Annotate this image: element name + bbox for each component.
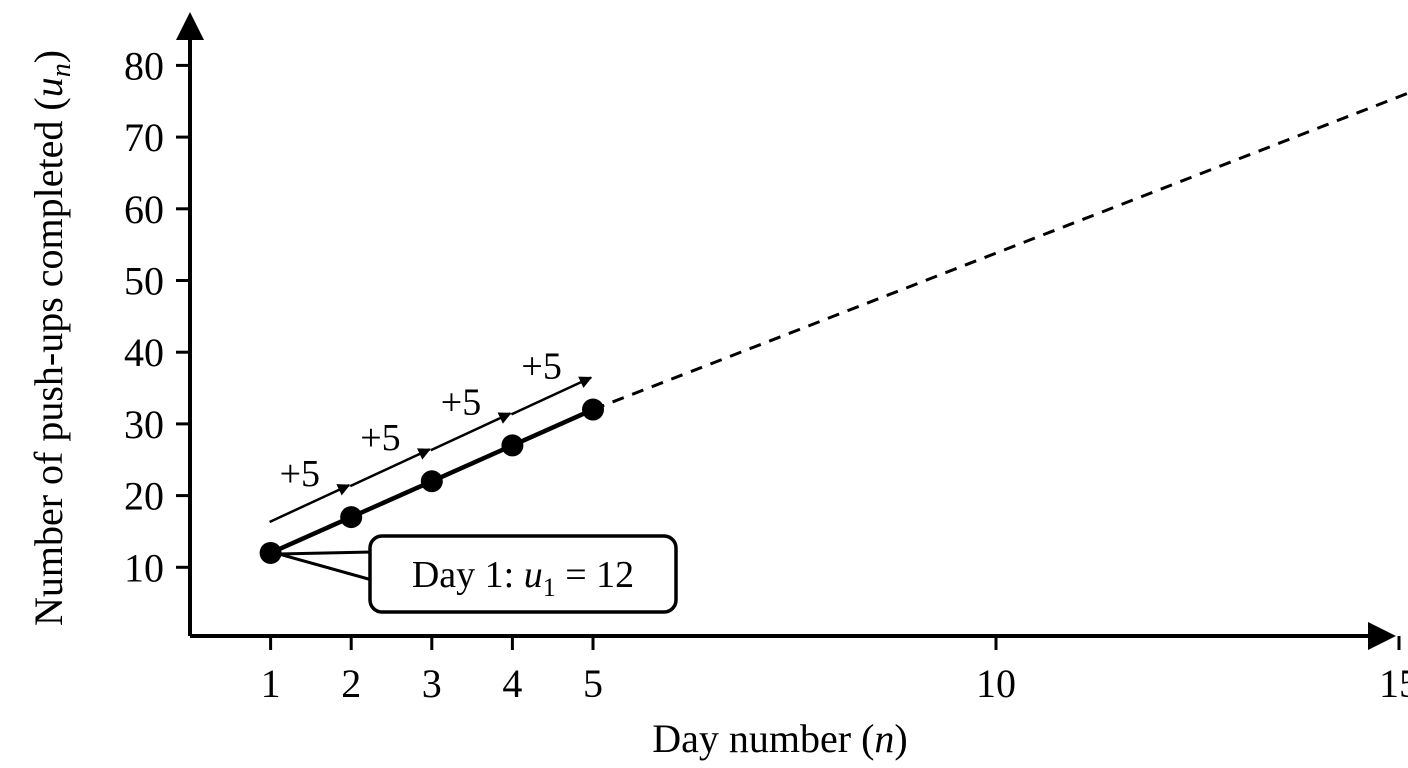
data-point: [259, 541, 282, 564]
x-tick-label: 1: [261, 661, 281, 706]
step-label: +5: [521, 345, 561, 387]
y-tick-label: 10: [124, 545, 164, 590]
trend-dashed-line: [592, 91, 1408, 411]
step-annotations: +5 +5 +5 +5: [269, 345, 593, 524]
x-tick-label: 2: [341, 661, 361, 706]
y-tick-label: 30: [124, 402, 164, 447]
step-arrow: [430, 412, 512, 452]
y-tick-label: 60: [124, 187, 164, 232]
x-tick-label: 3: [422, 661, 442, 706]
callout-box: [368, 534, 678, 614]
y-ticks: 10 20 30 40 50 60 70 80: [124, 43, 190, 590]
step-label: +5: [280, 453, 320, 495]
callout-pointer: [278, 550, 373, 582]
data-point: [340, 506, 363, 529]
y-axis-title: Number of push-ups completed (un): [26, 50, 77, 626]
axes: [176, 12, 1396, 650]
data-point: [501, 434, 524, 457]
callout-seam: [372, 548, 380, 584]
x-axis-title: Day number (n): [652, 716, 907, 761]
step-arrow: [269, 483, 351, 524]
x-tick-label: 5: [583, 661, 603, 706]
y-tick-label: 80: [124, 43, 164, 88]
y-tick-label: 20: [124, 474, 164, 519]
data-point: [420, 470, 443, 493]
step-label: +5: [360, 417, 400, 459]
y-tick-label: 40: [124, 330, 164, 375]
x-ticks: 1 2 3 4 5 10 15: [261, 636, 1408, 706]
step-label: +5: [441, 381, 481, 423]
step-arrow: [510, 376, 593, 416]
y-axis-arrow: [176, 12, 204, 40]
y-tick-label: 50: [124, 259, 164, 304]
series-layer: [259, 91, 1408, 564]
callout-text: Day 1: u1 = 12: [412, 554, 634, 602]
y-tick-label: 70: [124, 115, 164, 160]
x-tick-label: 10: [976, 661, 1016, 706]
x-tick-label: 15: [1379, 661, 1408, 706]
x-tick-label: 4: [502, 661, 522, 706]
step-arrow: [349, 448, 431, 488]
day1-callout: Day 1: u1 = 12: [278, 534, 678, 614]
x-axis-arrow: [1368, 622, 1396, 650]
